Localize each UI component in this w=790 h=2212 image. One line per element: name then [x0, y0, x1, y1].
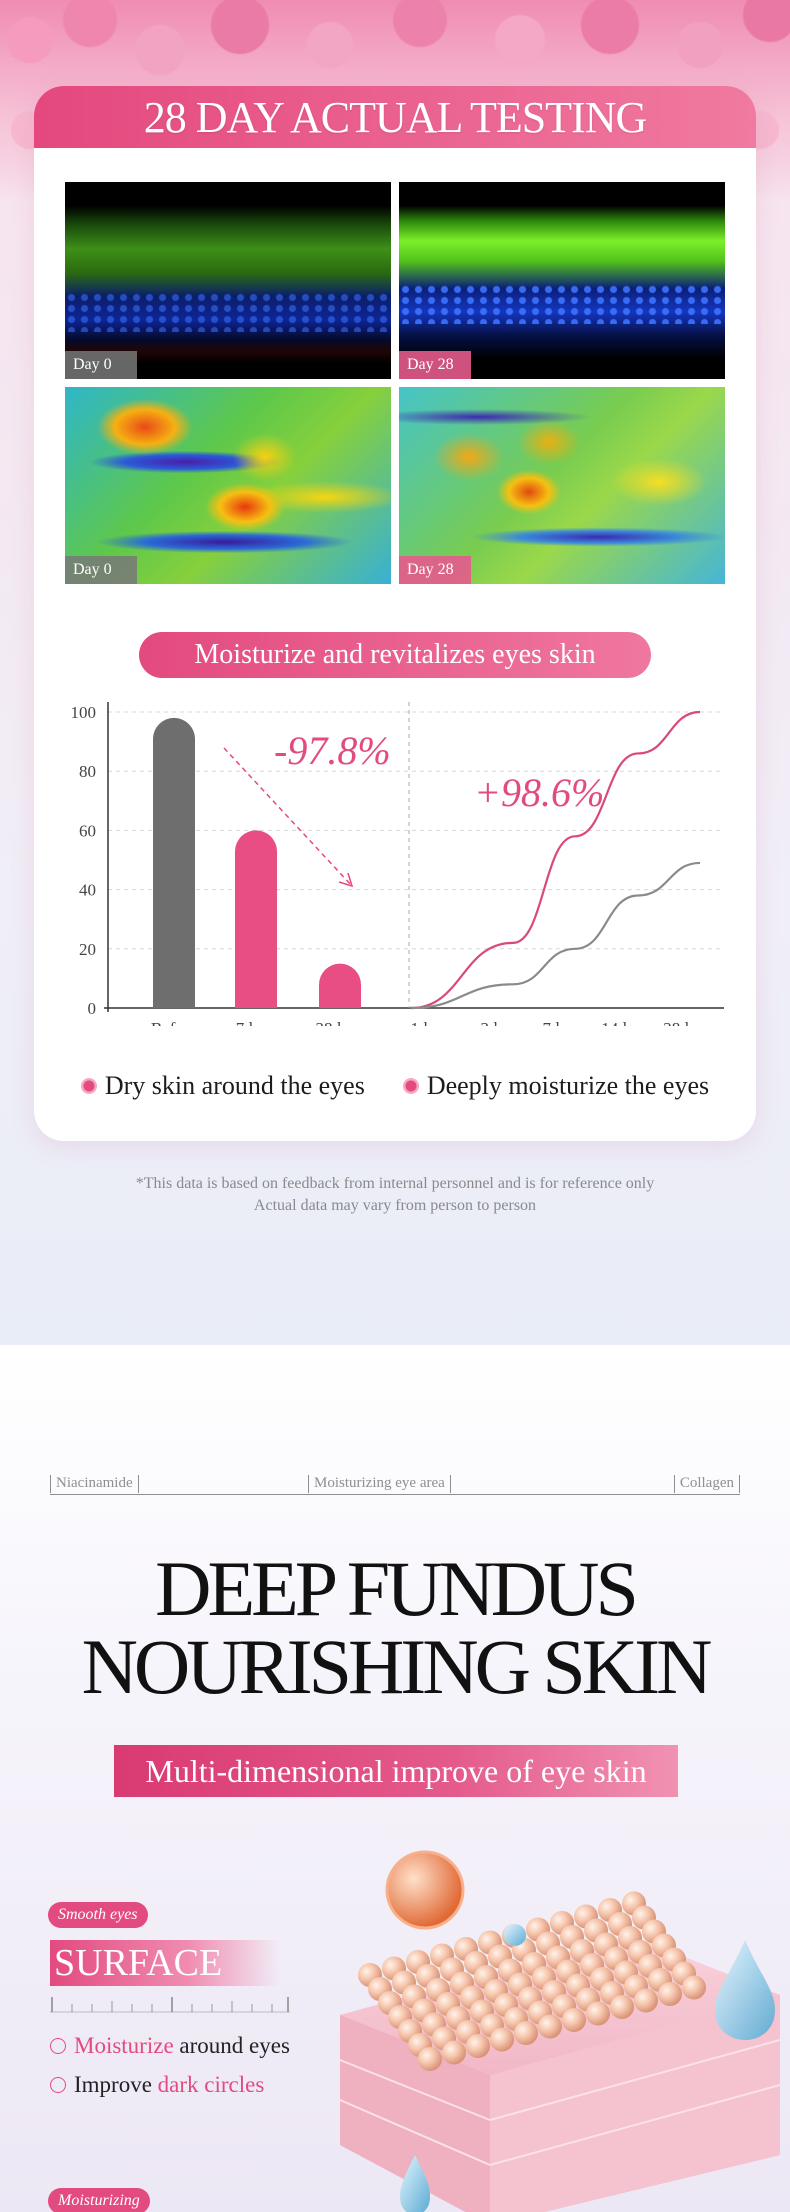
- ingredient-niacinamide: Niacinamide: [50, 1473, 139, 1493]
- bar-base-0: [153, 987, 195, 1008]
- skin-cell-sphere: [634, 1988, 658, 2013]
- ingredient-row: Niacinamide Moisturizing eye area Collag…: [50, 1473, 741, 1495]
- headline-line2: NOURISHING SKIN: [81, 1623, 713, 1710]
- skin-cell-sphere: [418, 2047, 442, 2071]
- legend-item-dry: Dry skin around the eyes: [80, 1071, 365, 1101]
- y-tick-label: 20: [79, 940, 96, 959]
- surface-label: SURFACE: [50, 1940, 280, 1986]
- legend-dot-icon: [402, 1078, 419, 1094]
- bullet-moisturize: Moisturize around eyes: [50, 2033, 290, 2059]
- photo-label: Day 0: [65, 351, 137, 379]
- line-annotation: +98.6%: [474, 770, 604, 815]
- photo-label: Day 28: [399, 556, 471, 584]
- ingredient-collagen: Collagen: [673, 1473, 741, 1493]
- bar-base-1: [235, 987, 277, 1008]
- skin-cell-sphere: [586, 2001, 610, 2026]
- bar-annotation: -97.8%: [274, 728, 391, 773]
- y-tick-label: 60: [79, 821, 96, 840]
- heatmap-day28-photo: Day 28: [399, 387, 725, 584]
- x-tick-label: 3day: [480, 1019, 514, 1026]
- nourishing-section: Niacinamide Moisturizing eye area Collag…: [0, 1345, 790, 2212]
- x-tick-label: 28day: [663, 1019, 705, 1026]
- x-tick-label: Before: [151, 1019, 197, 1026]
- bar-0: [153, 717, 195, 1008]
- bullet-highlight: Moisturize: [74, 2033, 174, 2058]
- results-chart-svg: 0 20 40 60 80 100 Before 7daay 28daay -97.8% 1day 3…: [71, 702, 724, 1038]
- trend-arrow-head: [338, 872, 354, 888]
- x-tick-label: 14day: [601, 1019, 643, 1026]
- microscopy-day28-photo: Day 28: [399, 182, 725, 379]
- circle-bullet-icon: [50, 2077, 66, 2093]
- y-tick-label: 100: [71, 703, 97, 722]
- skin-cell-sphere: [682, 1975, 706, 2000]
- skin-cell-sphere: [442, 2040, 466, 2065]
- results-chart: 0 20 40 60 80 100 Before 7daay 28daay -97.8% 1day 3…: [34, 696, 756, 1038]
- disclaimer-line2: Actual data may vary from person to pers…: [253, 1197, 537, 1214]
- headline-line1: DEEP FUNDUS: [155, 1545, 639, 1632]
- bullet-text: Improve: [74, 2072, 158, 2097]
- skin-cell-sphere: [658, 1982, 682, 2006]
- skin-cell-sphere: [514, 2021, 538, 2045]
- photo-label: Day 0: [65, 556, 137, 584]
- skin-cell-sphere: [610, 1995, 634, 2019]
- card-header: 28 DAY ACTUAL TESTING: [34, 86, 756, 148]
- series-line-0: [410, 710, 701, 1010]
- bullet-text: around eyes: [173, 2033, 290, 2058]
- x-tick-label: 7day: [542, 1019, 576, 1026]
- x-tick-label: 7daay: [236, 1019, 277, 1026]
- tag-moisturizing: Moisturizing: [48, 2188, 150, 2212]
- photo-label: Day 28: [399, 351, 471, 379]
- legend-label-dry: Dry skin around the eyes: [104, 1071, 365, 1100]
- ruler-decoration: [50, 1997, 290, 2013]
- microscopy-day0-photo: Day 0: [65, 182, 391, 379]
- series-line-1: [410, 861, 701, 1010]
- y-tick-label: 40: [79, 881, 96, 900]
- disclaimer: *This data is based on feedback from int…: [0, 1173, 790, 1217]
- x-tick-label: 28daay: [315, 1019, 365, 1026]
- x-tick-label: 1day: [410, 1019, 444, 1026]
- subtitle-banner: Multi-dimensional improve of eye skin: [114, 1745, 678, 1797]
- skin-cell-sphere: [466, 2034, 490, 2058]
- trend-arrow-line: [223, 747, 353, 887]
- skin-cell-sphere: [490, 2027, 514, 2052]
- chart-legend: Dry skin around the eyes Deeply moisturi…: [34, 1066, 756, 1106]
- circle-bullet-icon: [50, 2038, 66, 2054]
- skin-cell-sphere: [562, 2008, 586, 2032]
- bar-1: [235, 830, 277, 1008]
- ingredient-moisturizing: Moisturizing eye area: [308, 1473, 451, 1493]
- chart-heading: Moisturize and revitalizes eyes skin: [139, 632, 651, 678]
- disclaimer-line1: *This data is based on feedback from int…: [135, 1175, 655, 1192]
- legend-item-moist: Deeply moisturize the eyes: [402, 1071, 710, 1101]
- bullet-dark-circles: Improve dark circles: [50, 2072, 264, 2098]
- skin-cell-sphere: [538, 2014, 562, 2039]
- heatmap-day0-photo: Day 0: [65, 387, 391, 584]
- y-tick-label: 0: [88, 999, 97, 1018]
- testing-section: 28 DAY ACTUAL TESTING Day 0 Day 28 Day 0…: [0, 0, 790, 1345]
- bullet-highlight: dark circles: [157, 2072, 265, 2097]
- tag-smooth-eyes: Smooth eyes: [48, 1902, 148, 1928]
- legend-dot-icon: [80, 1078, 97, 1094]
- legend-label-moist: Deeply moisturize the eyes: [426, 1071, 710, 1100]
- testing-card: 28 DAY ACTUAL TESTING Day 0 Day 28 Day 0…: [34, 86, 756, 1141]
- skin-layers-illustration: [339, 1850, 781, 2212]
- main-headline: DEEP FUNDUS NOURISHING SKIN: [0, 1550, 790, 1706]
- section-title: 28 DAY ACTUAL TESTING: [143, 92, 648, 142]
- y-tick-label: 80: [79, 762, 96, 781]
- bar-base-2: [319, 987, 361, 1008]
